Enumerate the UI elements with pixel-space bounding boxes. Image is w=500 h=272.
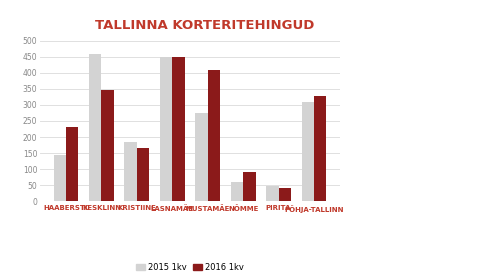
Bar	[364, 65, 369, 71]
Bar	[380, 39, 398, 115]
Bar	[370, 65, 376, 71]
Bar	[427, 57, 434, 64]
Bar	[412, 35, 420, 44]
Text: TALLINNA KORTERITEHINGUD: TALLINNA KORTERITEHINGUD	[96, 19, 314, 32]
Bar	[425, 47, 443, 115]
Bar	[390, 51, 396, 58]
Bar	[208, 70, 220, 201]
Bar	[448, 46, 456, 54]
Bar	[302, 102, 314, 201]
Bar	[401, 21, 422, 115]
Bar	[243, 172, 256, 201]
Bar	[66, 127, 78, 201]
Bar	[230, 182, 243, 201]
Bar	[458, 46, 464, 54]
Bar	[266, 186, 278, 201]
Bar	[124, 142, 137, 201]
Text: CENTER KINNISVARA: CENTER KINNISVARA	[378, 9, 472, 18]
Bar	[446, 34, 467, 115]
Bar	[278, 188, 291, 201]
Bar	[382, 51, 388, 58]
Bar	[196, 113, 207, 201]
Bar	[54, 155, 66, 201]
Bar	[102, 91, 114, 201]
Bar	[137, 148, 149, 201]
Bar	[314, 96, 326, 201]
Bar	[172, 57, 184, 201]
Bar	[362, 56, 377, 115]
Bar	[404, 35, 410, 44]
Bar	[89, 54, 102, 201]
Bar	[160, 57, 172, 201]
Bar	[434, 57, 441, 64]
Legend: 2015 1kv, 2016 1kv: 2015 1kv, 2016 1kv	[133, 259, 247, 272]
